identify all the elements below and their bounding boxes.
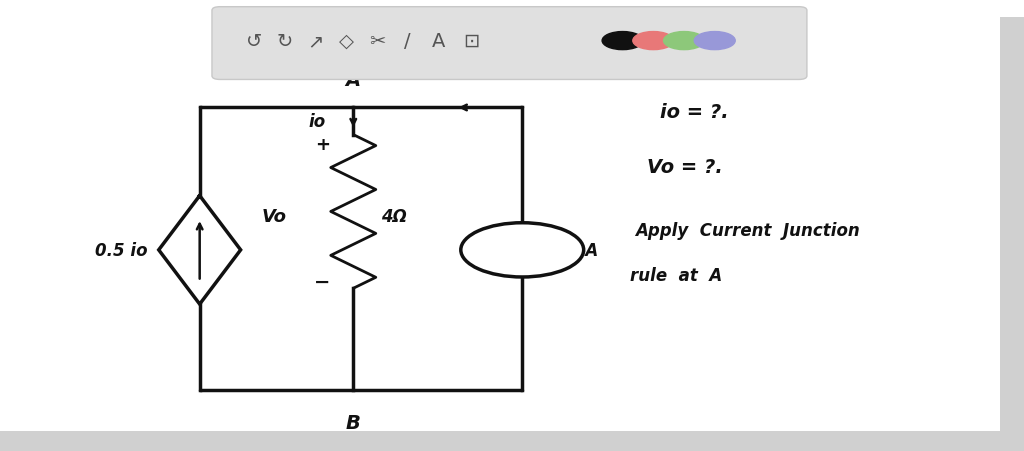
Text: /: / — [404, 32, 411, 51]
Text: A: A — [346, 71, 360, 90]
Text: 0.5 io: 0.5 io — [94, 241, 147, 259]
Text: ↺: ↺ — [246, 32, 262, 51]
Text: io = ?.: io = ?. — [660, 103, 729, 122]
Text: ↻: ↻ — [276, 32, 293, 51]
Text: io: io — [308, 113, 326, 131]
Text: 4Ω: 4Ω — [381, 207, 407, 226]
Text: Vo = ?.: Vo = ?. — [647, 157, 723, 176]
Text: Apply  Current  Junction: Apply Current Junction — [635, 221, 859, 239]
Circle shape — [461, 223, 584, 277]
Text: A: A — [431, 32, 445, 51]
Text: ⊡: ⊡ — [463, 32, 479, 51]
Text: ✂: ✂ — [369, 32, 385, 51]
Text: ↗: ↗ — [307, 32, 324, 51]
Text: +: + — [315, 135, 330, 153]
Text: ◇: ◇ — [339, 32, 353, 51]
Text: rule  at  A: rule at A — [630, 266, 722, 284]
Text: B: B — [346, 413, 360, 432]
Text: 3 A: 3 A — [568, 241, 599, 259]
Text: Vo: Vo — [262, 207, 287, 226]
Text: −: − — [314, 272, 331, 291]
